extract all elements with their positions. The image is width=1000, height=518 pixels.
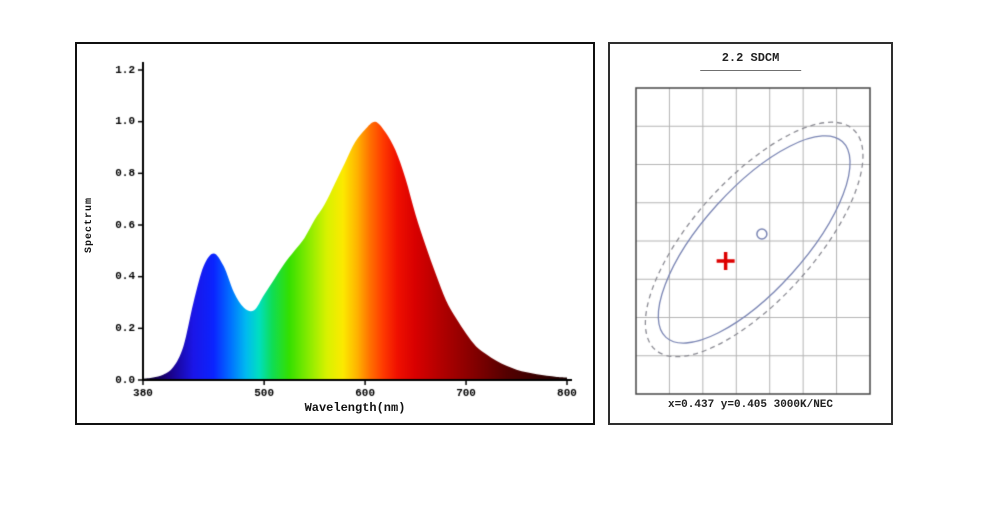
sdcm-title: 2.2 SDCM <box>699 51 802 71</box>
spectrum-chart-canvas <box>77 44 593 423</box>
sdcm-coordinates-label: x=0.437 y=0.405 3000K/NEC <box>667 399 834 411</box>
sdcm-chart-panel: 2.2 SDCM x=0.437 y=0.405 3000K/NEC <box>608 42 893 425</box>
spectrum-chart-panel: Spectrum Wavelength(nm) <box>75 42 595 425</box>
sdcm-chart-canvas <box>610 44 891 423</box>
spectrum-x-axis-label: Wavelength(nm) <box>304 401 406 415</box>
spectrum-y-axis-label: Spectrum <box>83 196 95 253</box>
spectrum-y-axis-label-wrap: Spectrum <box>80 70 98 380</box>
